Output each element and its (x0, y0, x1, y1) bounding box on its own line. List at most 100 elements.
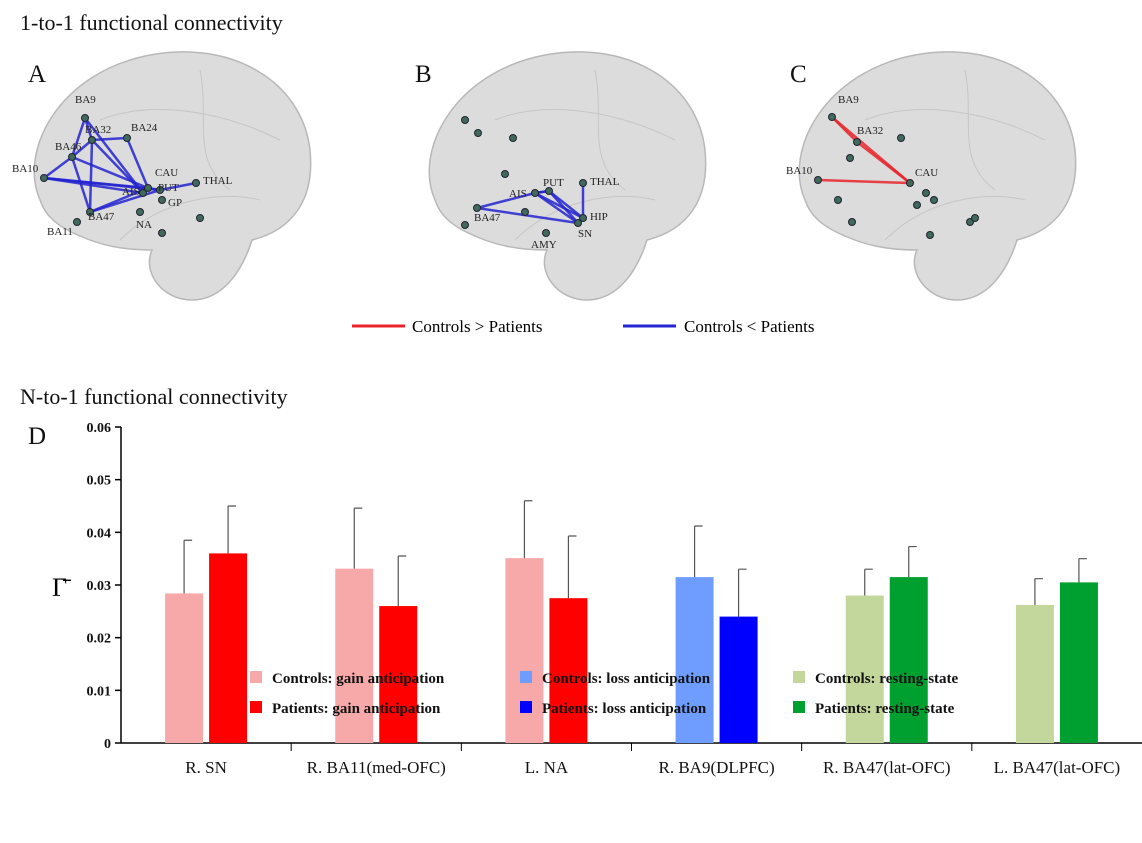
node (509, 134, 517, 142)
error-bar (397, 555, 407, 607)
bar (209, 553, 248, 743)
edge (43, 156, 73, 179)
node (73, 218, 81, 226)
x-tick-label: L. BA47(lat-OFC) (994, 758, 1121, 777)
y-axis-label: Γ̄ (52, 573, 71, 602)
x-tick-label: R. BA47(lat-OFC) (823, 758, 951, 777)
bar (165, 593, 204, 743)
error-bar (1078, 558, 1087, 583)
error-bar (1034, 578, 1043, 606)
node-label: BA9 (75, 94, 96, 106)
chart-title: N-to-1 functional connectivity (20, 384, 288, 409)
bar (1015, 605, 1054, 743)
edge (71, 139, 93, 158)
error-bar (693, 525, 703, 578)
edge (71, 155, 149, 190)
brain-b (428, 51, 707, 301)
legend-swatch (793, 671, 805, 683)
panel-label: C (790, 61, 807, 88)
panel-label: B (415, 61, 432, 88)
node (906, 179, 914, 187)
node-label: SN (578, 228, 592, 240)
bar (845, 595, 884, 743)
legend-label: Controls > Patients (412, 317, 542, 336)
y-tick-label: 0.01 (87, 684, 112, 699)
node-label: PUT (543, 177, 564, 189)
x-tick-label: R. SN (185, 758, 227, 777)
node-label: BA46 (55, 141, 82, 153)
edge (88, 139, 94, 213)
legend-swatch (520, 671, 532, 683)
node (814, 176, 822, 184)
x-tick-label: L. NA (525, 758, 569, 777)
error-bar (353, 507, 363, 569)
bar (889, 577, 928, 743)
edge (476, 206, 579, 225)
x-tick-label: R. BA9(DLPFC) (658, 758, 774, 777)
node (545, 187, 553, 195)
legend-label: Patients: resting-state (815, 701, 955, 717)
node-label: GP (168, 197, 182, 209)
edge (43, 176, 161, 192)
error-bar (183, 539, 193, 594)
legend-label: Controls < Patients (684, 317, 814, 336)
node-label: THAL (590, 176, 620, 188)
node-label: NA (136, 219, 152, 231)
node (922, 189, 930, 197)
node (521, 208, 529, 216)
node (474, 129, 482, 137)
y-tick-label: 0 (104, 737, 111, 752)
node (192, 179, 200, 187)
bar (335, 568, 374, 743)
y-tick-label: 0.04 (87, 526, 112, 541)
node (158, 229, 166, 237)
node-label: HIP (590, 211, 608, 223)
node (579, 214, 587, 222)
node (542, 229, 550, 237)
legend-swatch (250, 671, 262, 683)
node (40, 174, 48, 182)
error-bar (908, 545, 917, 578)
node-label: BA10 (786, 165, 813, 177)
node (574, 219, 582, 227)
node (848, 218, 856, 226)
error-bar (523, 500, 533, 559)
node-label: BA24 (131, 122, 158, 134)
legend-label: Patients: gain anticipation (272, 701, 441, 717)
legend-swatch (520, 701, 532, 713)
edge (856, 141, 911, 184)
node-label: AIS (509, 188, 527, 200)
x-tick-label: R. BA11(med-OFC) (307, 758, 446, 777)
y-tick-label: 0.02 (87, 632, 112, 647)
edge (91, 136, 128, 142)
node (196, 214, 204, 222)
bar (719, 616, 758, 743)
bar (505, 558, 544, 743)
error-bar (227, 505, 237, 554)
edge (159, 181, 197, 192)
edge (89, 188, 161, 214)
edge (91, 139, 144, 194)
node (136, 208, 144, 216)
y-tick-label: 0.06 (87, 421, 112, 436)
panel-label: A (28, 61, 46, 88)
edge (548, 190, 584, 219)
node (88, 136, 96, 144)
node-label: PUT (158, 182, 179, 194)
error-bar (737, 568, 747, 617)
node (123, 134, 131, 142)
node (501, 170, 509, 178)
edge (70, 117, 87, 158)
error-bar (864, 568, 873, 596)
edge (534, 191, 579, 225)
node (930, 196, 938, 204)
panel-label: D (28, 423, 46, 450)
bar (379, 606, 418, 743)
legend-swatch (250, 701, 262, 713)
node-label: BA9 (838, 94, 859, 106)
legend-swatch (793, 701, 805, 713)
node-label: BA11 (47, 226, 73, 238)
legend-label: Controls: gain anticipation (272, 671, 445, 687)
brain-a (33, 51, 312, 301)
